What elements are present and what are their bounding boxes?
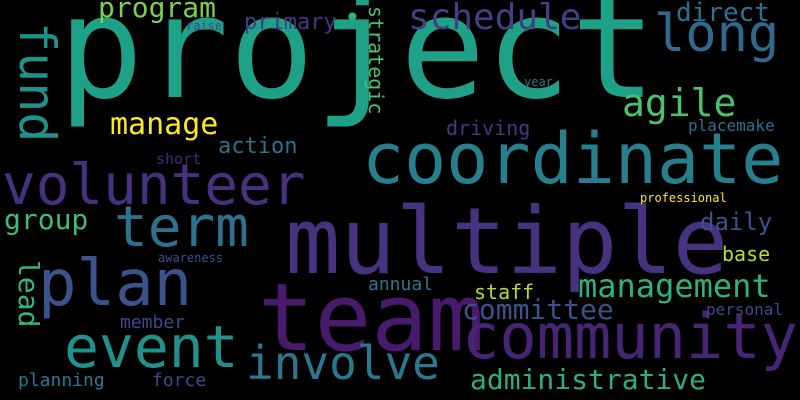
word-annual: annual xyxy=(368,274,434,295)
word-agile: agile xyxy=(622,81,737,125)
word-professional: professional xyxy=(640,191,727,205)
word-program: program xyxy=(98,0,217,24)
word-action: action xyxy=(218,134,298,159)
word-primary: primary xyxy=(244,10,337,35)
word-placemake: placemake xyxy=(688,116,775,135)
word-awareness: awareness xyxy=(158,251,224,265)
word-daily: daily xyxy=(700,208,773,236)
word-personal: personal xyxy=(706,300,784,319)
word-staff: staff xyxy=(474,280,535,304)
word-event: event xyxy=(64,313,239,381)
word-involve: involve xyxy=(246,336,440,390)
word-long: long xyxy=(654,4,780,64)
word-manage: manage xyxy=(110,107,219,142)
word-fund: fund xyxy=(8,22,66,143)
word-plan: plan xyxy=(38,247,193,321)
word-raise: raise xyxy=(186,19,223,33)
word-volunteer: volunteer xyxy=(2,153,306,218)
word-group: group xyxy=(4,203,89,236)
word-lead: lead xyxy=(12,260,45,328)
word-term: term xyxy=(114,195,249,260)
word-year: year xyxy=(524,75,553,89)
word-multiple: multiple xyxy=(285,188,729,295)
word-short: short xyxy=(156,150,202,168)
word-team: team xyxy=(258,264,485,373)
word-schedule: schedule xyxy=(408,0,582,38)
word-member: member xyxy=(120,312,186,333)
word-driving: driving xyxy=(446,116,531,140)
word-project: project xyxy=(58,0,657,131)
word-strategic: strategic xyxy=(364,6,388,115)
word-committee: committee xyxy=(462,293,614,326)
word-direct: direct xyxy=(676,0,770,28)
word-community: community xyxy=(462,300,798,373)
word-base: base xyxy=(722,242,771,266)
word-force: force xyxy=(152,370,207,391)
word-administrative: administrative xyxy=(470,363,707,396)
dot-mark: • xyxy=(344,1,361,34)
word-management: management xyxy=(578,267,771,305)
word-planning: planning xyxy=(18,370,105,391)
word-coordinate: coordinate xyxy=(362,118,784,200)
